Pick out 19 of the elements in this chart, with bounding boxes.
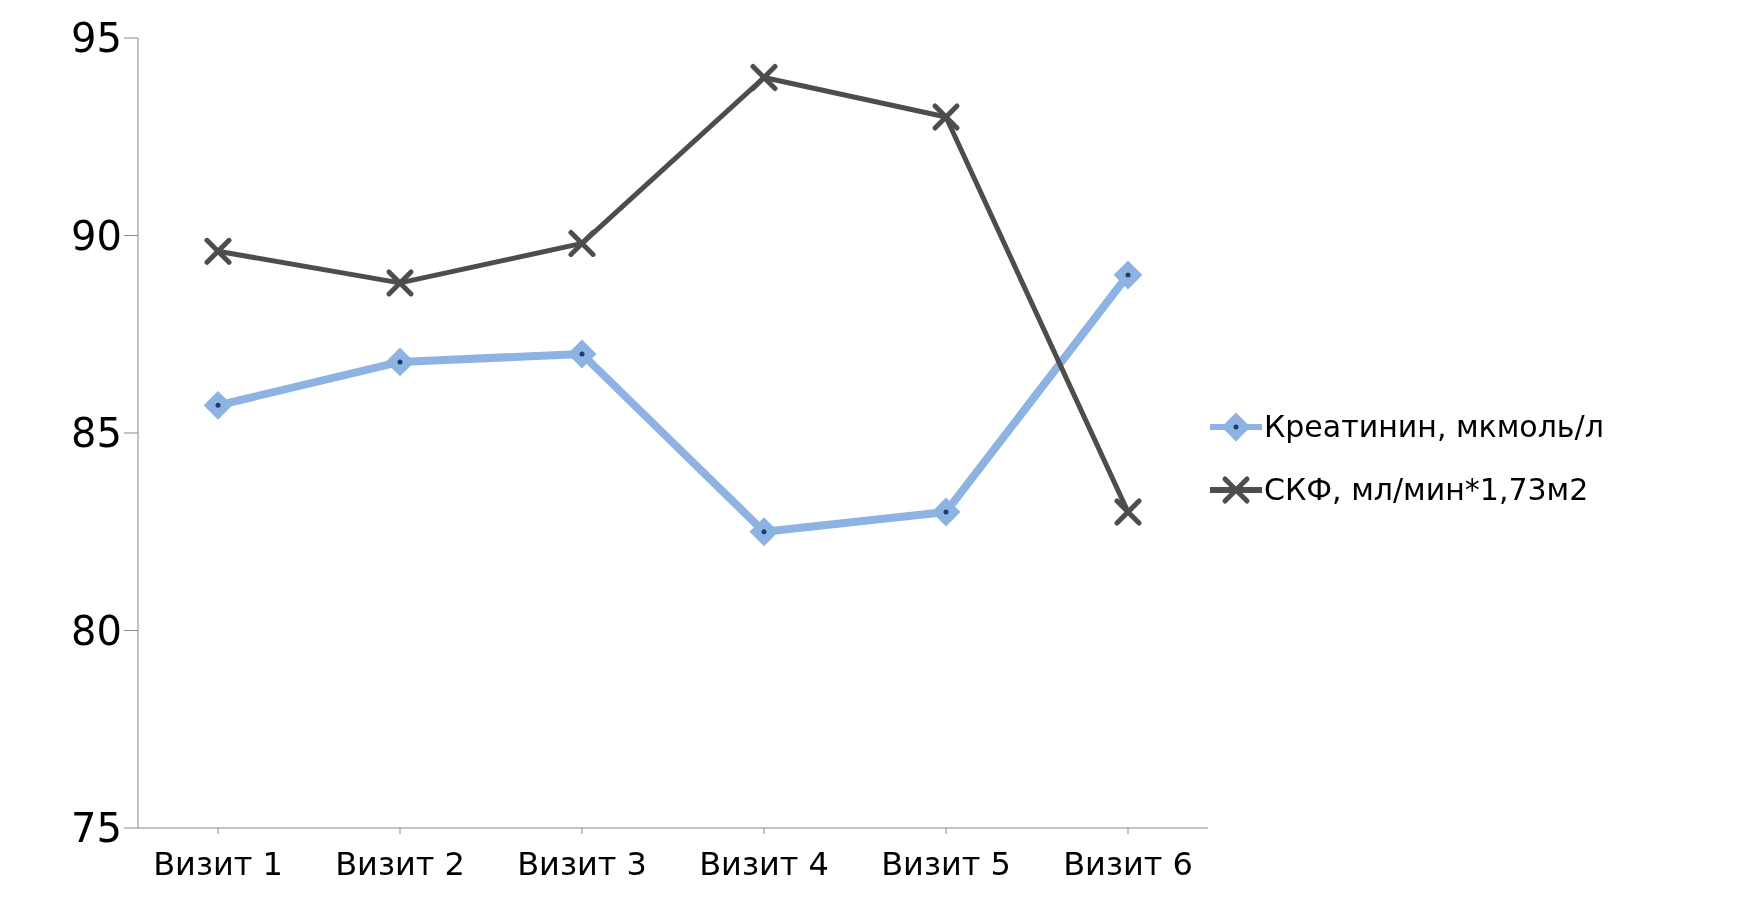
x-tick-label: Визит 5 <box>881 844 1011 883</box>
x-tick-label: Визит 6 <box>1063 844 1193 883</box>
x-tick-label: Визит 3 <box>517 844 647 883</box>
point <box>932 498 960 526</box>
point <box>1114 261 1142 289</box>
x-tick-label: Визит 1 <box>153 844 283 883</box>
y-tick-label: 75 <box>71 805 122 852</box>
y-tick-label: 80 <box>71 607 122 654</box>
legend-label: Креатинин, мкмоль/л <box>1264 409 1604 444</box>
x-tick-label: Визит 4 <box>699 844 829 883</box>
y-tick-label: 95 <box>71 15 122 62</box>
point <box>750 517 778 546</box>
point <box>568 340 596 368</box>
y-tick-label: 90 <box>71 212 122 259</box>
y-tick-label: 85 <box>71 410 122 457</box>
legend-label: СКФ, мл/мин*1,73м2 <box>1264 472 1589 507</box>
x-tick-label: Визит 2 <box>335 844 465 883</box>
point <box>386 347 414 376</box>
point <box>204 391 232 420</box>
